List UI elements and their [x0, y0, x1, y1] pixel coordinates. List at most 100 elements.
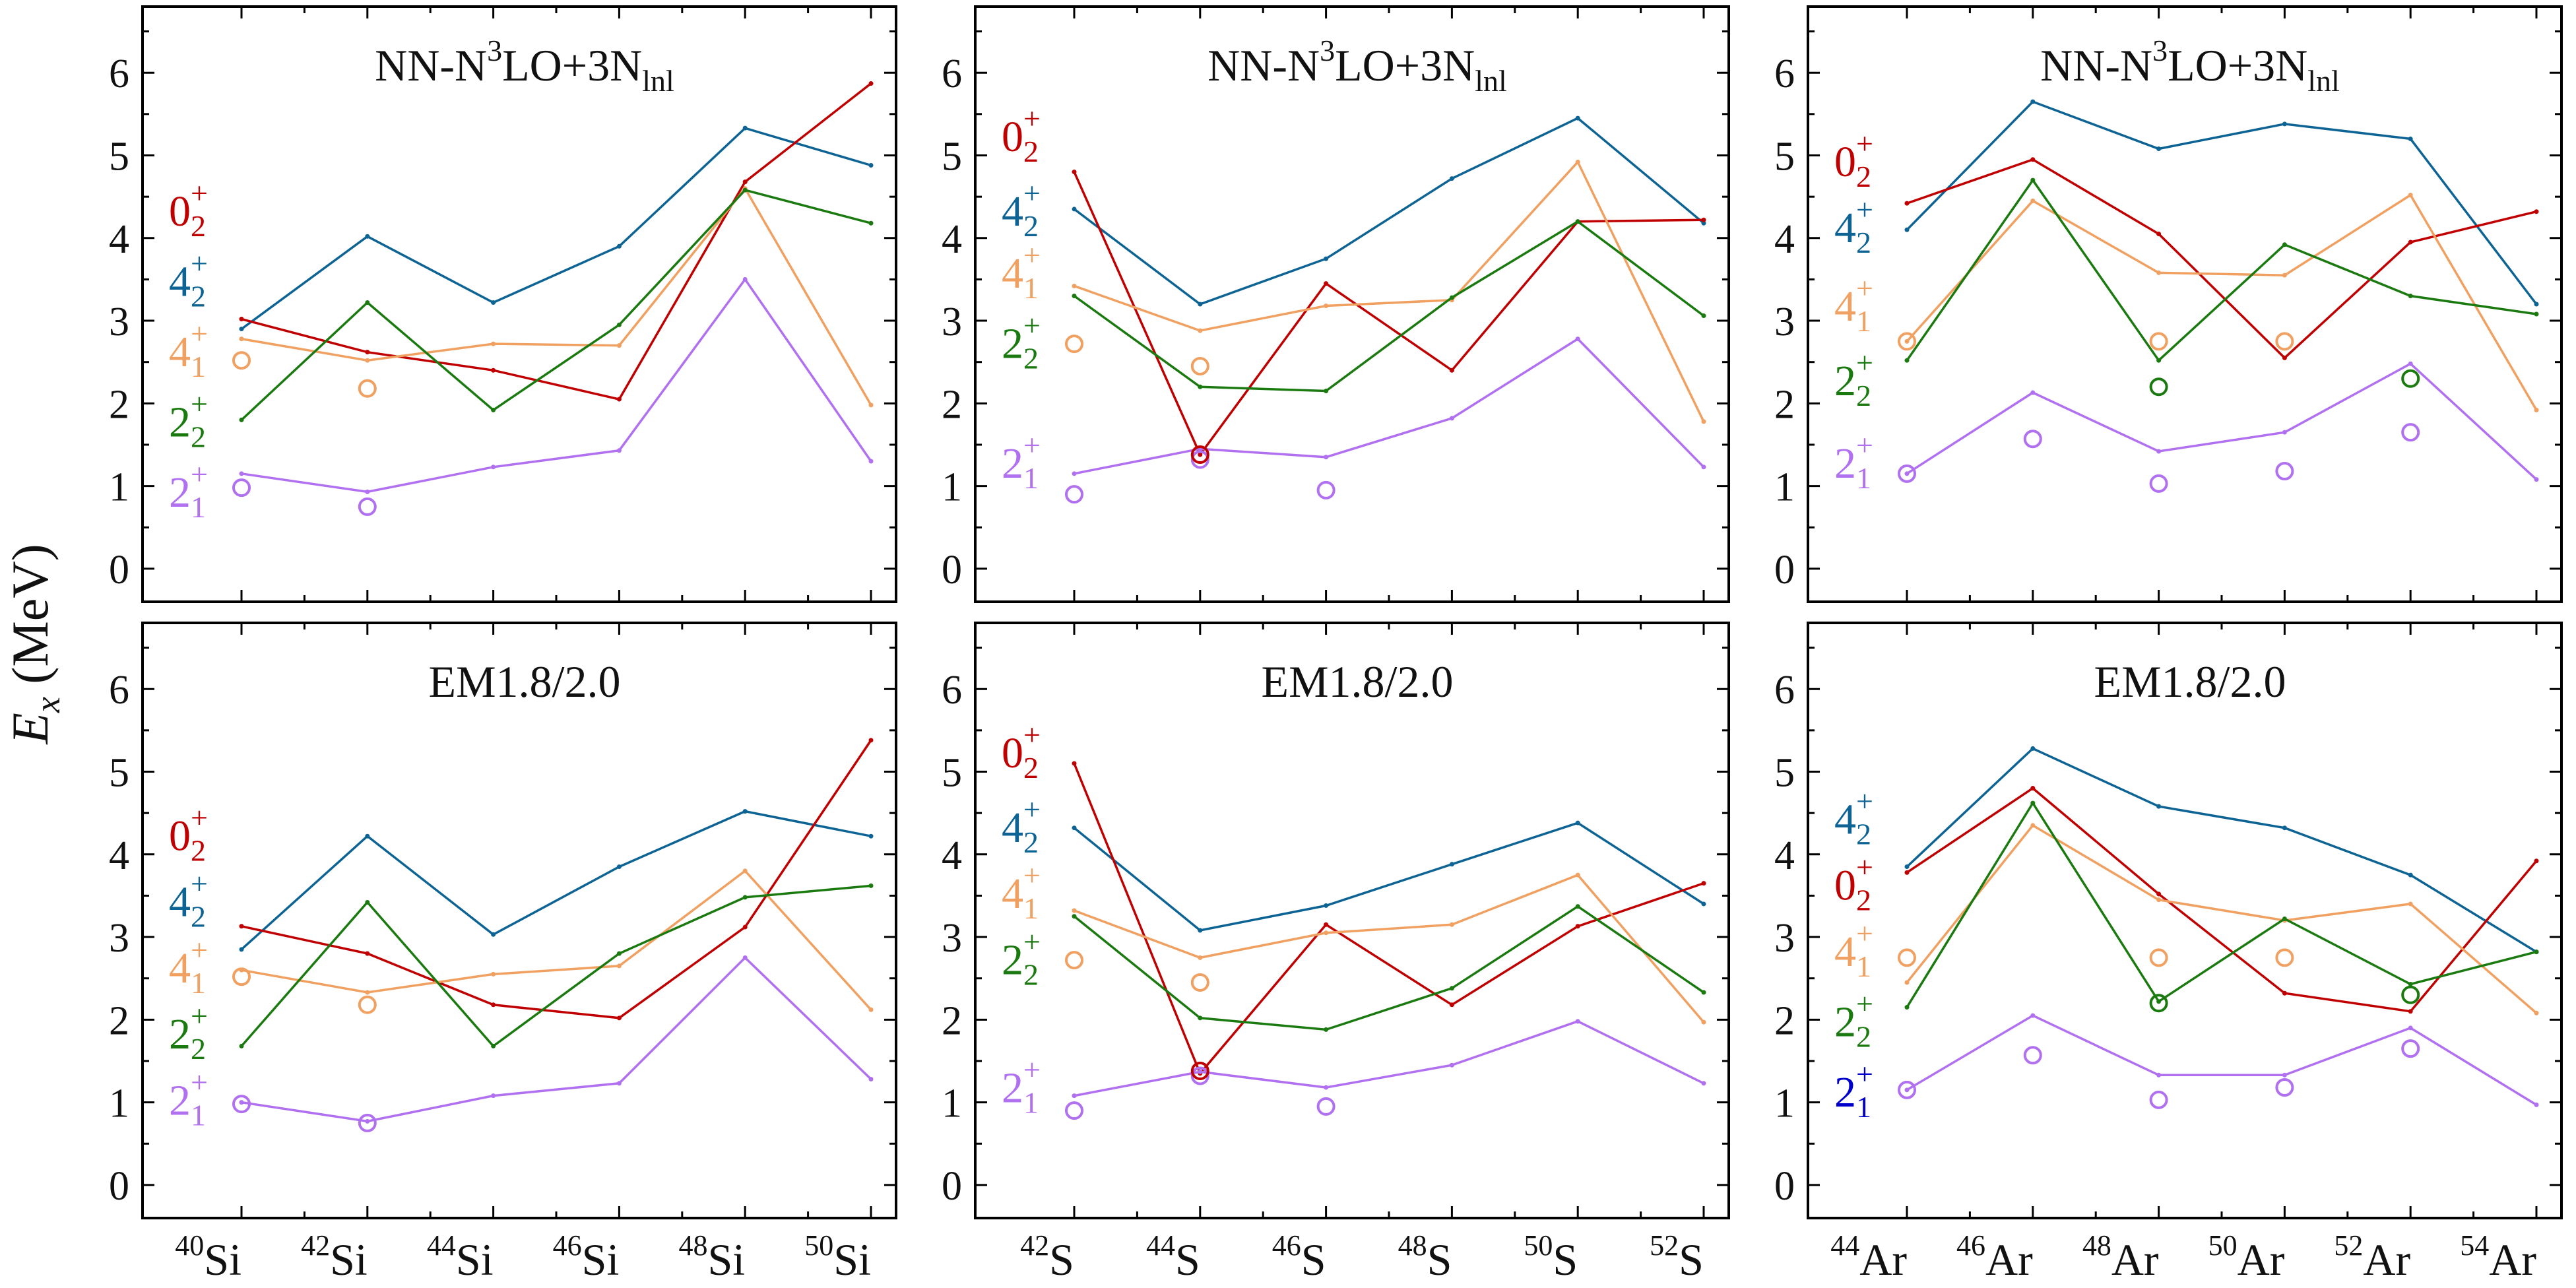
state-label-4_2: 42+: [1834, 784, 1873, 851]
series-point-0_2: [2408, 240, 2413, 245]
series-point-4_1: [2030, 823, 2036, 828]
series-point-2_1: [1198, 1069, 1203, 1074]
series-line-2_1: [241, 277, 872, 494]
exp-point-4_1: [232, 967, 251, 986]
x-tick-label: 40Si: [175, 1229, 242, 1285]
series-point-2_1: [1701, 1081, 1706, 1086]
y-tick-label: 2: [1774, 998, 1795, 1043]
series-point-2_2: [2282, 916, 2287, 921]
state-label-4_2: 42+: [169, 867, 208, 934]
series-point-4_2: [1198, 928, 1203, 933]
y-tick-label: 4: [942, 217, 962, 262]
y-tick-label: 5: [942, 751, 962, 796]
state-label-2_1: 21+: [1834, 428, 1873, 495]
panel-frame: [141, 622, 897, 1219]
y-tick-label: 0: [109, 548, 129, 593]
series-point-4_1: [1072, 283, 1077, 288]
y-axis-unit: (MeV): [1, 544, 59, 697]
series-point-2_1: [742, 955, 748, 960]
y-tick-label: 4: [1774, 833, 1795, 878]
series-point-0_2: [616, 1015, 622, 1021]
series-point-0_2: [1449, 1002, 1454, 1008]
exp-point-2_2: [2149, 377, 2168, 397]
series-point-2_2: [742, 895, 748, 900]
series-point-4_1: [1449, 922, 1454, 927]
series-point-4_1: [1324, 930, 1329, 936]
series-line-2_1: [1074, 337, 1705, 475]
series-point-0_2: [2408, 1009, 2413, 1014]
y-tick-label: 6: [1774, 51, 1795, 96]
series-line-4_2: [1073, 821, 1704, 932]
series-point-2_1: [1575, 337, 1580, 342]
series-point-0_2: [1324, 922, 1329, 927]
state-label-4_2: 42+: [1002, 176, 1041, 243]
panel-1: 0 1 2 3 4 5 6 02+42+ 41+ 22+ 21+ NN-N3LO+3Nlnl: [109, 5, 897, 603]
series-point-4_1: [1904, 338, 1910, 344]
series-point-4_2: [2156, 146, 2162, 151]
series-point-4_2: [2282, 121, 2287, 127]
series-point-2_2: [1324, 1027, 1329, 1032]
series-point-2_2: [1904, 358, 1910, 363]
series-point-4_2: [2534, 302, 2539, 307]
series-line-2_2: [1073, 220, 1705, 393]
exp-point-4_1: [2275, 948, 2294, 967]
series-point-4_2: [1072, 207, 1077, 212]
exp-point-2_1: [2023, 430, 2042, 449]
series-point-2_1: [239, 471, 244, 476]
exp-point-2_1: [2275, 462, 2294, 481]
x-tick-label: 46Si: [553, 1229, 620, 1285]
y-tick-label: 6: [1774, 668, 1795, 713]
y-tick-label: 6: [109, 51, 129, 96]
y-axis-subscript: x: [28, 697, 67, 713]
series-point-2_1: [2534, 477, 2539, 482]
series-line-2_1: [1906, 1014, 2537, 1106]
series-point-0_2: [1324, 281, 1329, 286]
series-point-2_1: [868, 459, 874, 464]
series-point-2_2: [1575, 219, 1580, 224]
series-point-2_2: [1575, 904, 1580, 909]
exp-point-2_1: [2401, 423, 2420, 442]
series-point-2_1: [1701, 465, 1706, 470]
exp-point-2_1: [1316, 1097, 1336, 1116]
series-point-2_1: [2408, 361, 2413, 366]
exp-point-2_1: [232, 478, 251, 498]
series-point-0_2: [2156, 891, 2162, 897]
series-point-4_1: [868, 402, 874, 408]
series-point-4_2: [239, 327, 244, 332]
state-label-2_2: 22+: [1834, 346, 1873, 412]
series-point-4_1: [239, 337, 244, 342]
exp-point-2_1: [2275, 1078, 2294, 1097]
state-label-2_1_alt: 21+: [1834, 1057, 1873, 1124]
series-point-4_2: [2408, 872, 2413, 878]
series-point-4_1: [868, 1007, 874, 1012]
series-point-4_1: [2282, 273, 2287, 278]
series-line-2_2: [1906, 178, 2537, 362]
x-tick-label: 52Ar: [2334, 1229, 2410, 1285]
state-label-2_2: 22+: [1002, 924, 1041, 991]
state-label-0_2: 02+: [169, 801, 208, 868]
series-line-0_2: [1906, 158, 2537, 360]
x-tick-label: 50S: [1524, 1229, 1578, 1285]
series-point-4_1: [2408, 193, 2413, 198]
series-point-4_2: [868, 163, 874, 168]
state-label-0_2: 02+: [1834, 851, 1873, 917]
x-tick-label: 48Ar: [2082, 1229, 2159, 1285]
series-point-0_2: [1904, 870, 1910, 875]
y-tick-label: 3: [109, 300, 129, 344]
series-point-4_2: [1575, 820, 1580, 825]
series-point-4_1: [491, 341, 496, 346]
y-tick-label: 6: [109, 668, 129, 713]
y-tick-label: 4: [942, 833, 962, 878]
series-line-4_2: [240, 127, 872, 331]
series-point-2_1: [616, 1081, 622, 1086]
series-point-2_2: [365, 300, 370, 305]
y-tick-label: 4: [109, 833, 129, 878]
exp-point-2_1: [2401, 1039, 2420, 1058]
series-point-2_2: [2534, 950, 2539, 955]
series-point-4_1: [2156, 270, 2162, 275]
series-point-2_2: [2282, 242, 2287, 247]
series-point-0_2: [1701, 217, 1706, 222]
y-tick-label: 5: [1774, 135, 1795, 179]
series-point-2_1: [491, 465, 496, 470]
series-point-2_2: [742, 187, 748, 193]
